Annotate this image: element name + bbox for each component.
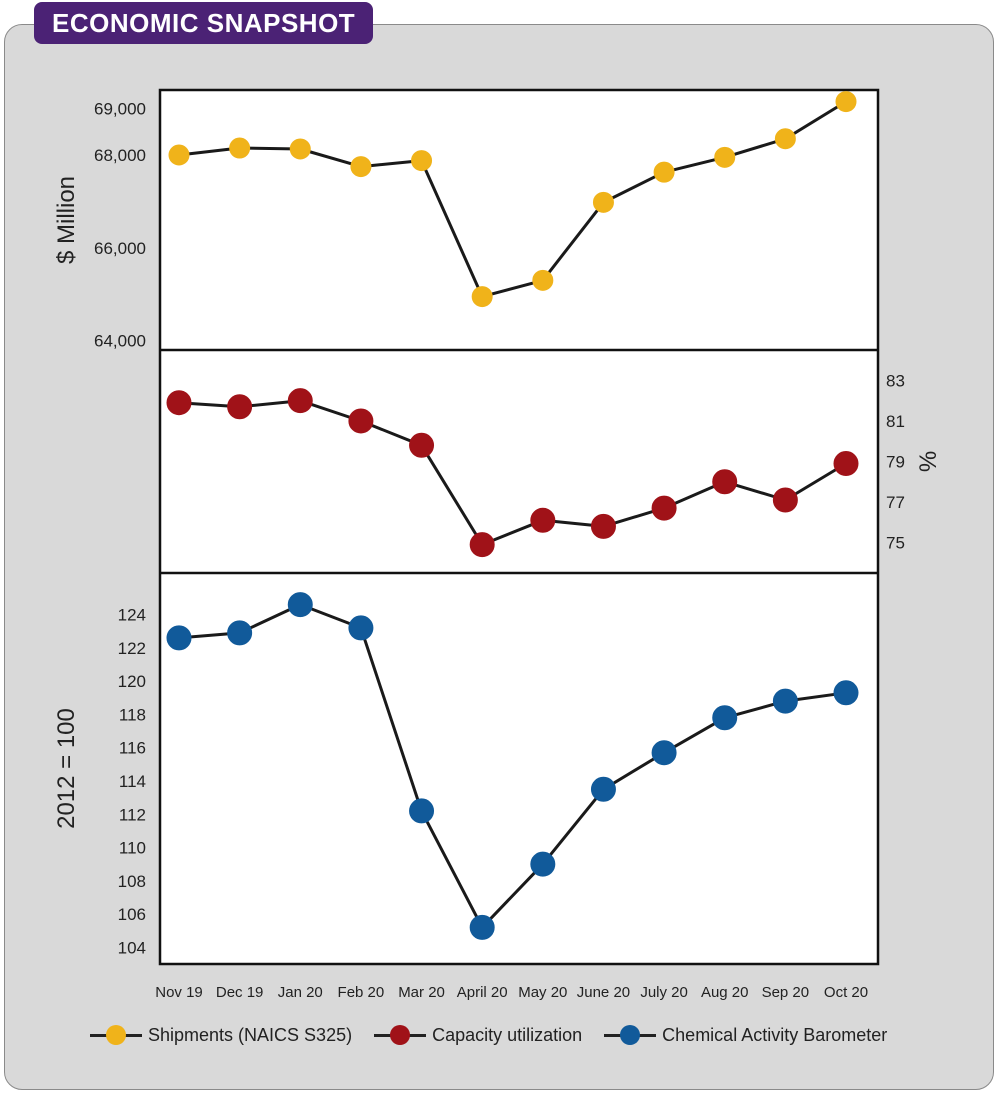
data-point-cab (166, 625, 192, 651)
y-tick-label-cab: 104 (118, 938, 146, 957)
data-point-shipments (835, 91, 857, 113)
y-tick-label-shipments: 68,000 (94, 146, 146, 165)
y-tick-label-cab: 116 (119, 739, 146, 758)
y-tick-label-cab: 120 (118, 672, 146, 691)
legend-label-cab: Chemical Activity Barometer (662, 1024, 888, 1045)
data-point-cab (348, 615, 374, 641)
x-tick-label: Jan 20 (278, 984, 323, 1001)
x-tick-label: April 20 (457, 984, 508, 1001)
y-tick-label-cab: 114 (119, 772, 146, 791)
data-point-cab (409, 798, 435, 824)
data-point-cab (227, 620, 253, 646)
data-point-capacity (530, 507, 556, 533)
y-tick-label-cab: 122 (118, 639, 146, 658)
legend: Shipments (NAICS S325) Capacity utilizat… (90, 1024, 887, 1046)
legend-marker-shipments-icon (90, 1024, 142, 1046)
data-point-capacity (651, 495, 677, 521)
data-point-shipments (350, 156, 372, 178)
y-tick-label-cab: 118 (119, 705, 146, 724)
legend-label-capacity: Capacity utilization (432, 1024, 583, 1045)
data-point-capacity (166, 390, 192, 416)
x-tick-label: Oct 20 (824, 984, 868, 1001)
data-point-shipments (471, 286, 493, 308)
data-point-shipments (653, 161, 675, 183)
x-tick-label: Aug 20 (701, 984, 749, 1001)
x-tick-label: Mar 20 (398, 984, 445, 1001)
x-tick-label: July 20 (640, 984, 688, 1001)
y-axis-label-cab: 2012 = 100 (53, 708, 80, 829)
data-point-shipments (229, 137, 251, 159)
x-tick-label: Dec 19 (216, 984, 264, 1001)
y-tick-label-cab: 110 (119, 839, 146, 858)
y-tick-label-shipments: 69,000 (94, 100, 146, 119)
data-point-shipments (411, 150, 433, 172)
data-point-capacity (712, 469, 738, 495)
legend-item-shipments: Shipments (NAICS S325) (90, 1024, 352, 1046)
legend-item-capacity: Capacity utilization (374, 1024, 582, 1046)
data-point-cab (590, 776, 616, 802)
data-point-cab (833, 680, 859, 706)
x-tick-label: Feb 20 (338, 984, 385, 1001)
y-axis-label-shipments: $ Million (53, 176, 80, 264)
x-tick-label: Sep 20 (762, 984, 810, 1001)
data-point-shipments (714, 146, 736, 168)
y-tick-label-cab: 108 (118, 872, 146, 891)
data-point-capacity (833, 451, 859, 477)
y-tick-label-cab: 124 (118, 606, 146, 625)
data-point-shipments (289, 138, 311, 160)
data-point-shipments (592, 191, 614, 213)
y-axis-label-capacity: % (915, 451, 942, 472)
y-tick-label-capacity: 83 (886, 371, 905, 390)
data-point-capacity (287, 388, 313, 414)
x-tick-label: May 20 (518, 984, 567, 1001)
data-point-capacity (409, 432, 435, 458)
data-point-cab (469, 914, 495, 940)
y-tick-label-capacity: 77 (886, 493, 905, 512)
data-point-cab (530, 851, 556, 877)
x-tick-label: Nov 19 (155, 984, 203, 1001)
data-point-cab (287, 592, 313, 618)
data-point-cab (651, 740, 677, 766)
y-tick-label-capacity: 75 (886, 534, 905, 553)
plot-area (158, 88, 880, 966)
y-tick-label-capacity: 81 (886, 412, 905, 431)
data-point-shipments (774, 128, 796, 150)
y-tick-label-shipments: 66,000 (94, 239, 146, 258)
y-tick-label-capacity: 79 (886, 453, 905, 472)
x-tick-label: June 20 (577, 984, 630, 1001)
data-point-capacity (590, 513, 616, 539)
data-point-shipments (532, 269, 554, 291)
legend-marker-cab-icon (604, 1024, 657, 1046)
data-point-capacity (348, 408, 374, 434)
y-tick-label-shipments: 64,000 (94, 332, 146, 351)
data-point-capacity (772, 487, 798, 513)
legend-marker-capacity-icon (374, 1024, 427, 1046)
page-title: ECONOMIC SNAPSHOT (34, 2, 374, 44)
y-tick-label-cab: 106 (118, 905, 146, 924)
data-point-cab (772, 688, 798, 714)
data-point-capacity (227, 394, 253, 420)
data-point-cab (712, 705, 738, 731)
y-tick-label-cab: 112 (119, 805, 146, 824)
data-point-capacity (469, 532, 495, 558)
legend-label-shipments: Shipments (NAICS S325) (148, 1024, 353, 1045)
data-point-shipments (168, 144, 190, 166)
legend-item-cab: Chemical Activity Barometer (604, 1024, 887, 1046)
